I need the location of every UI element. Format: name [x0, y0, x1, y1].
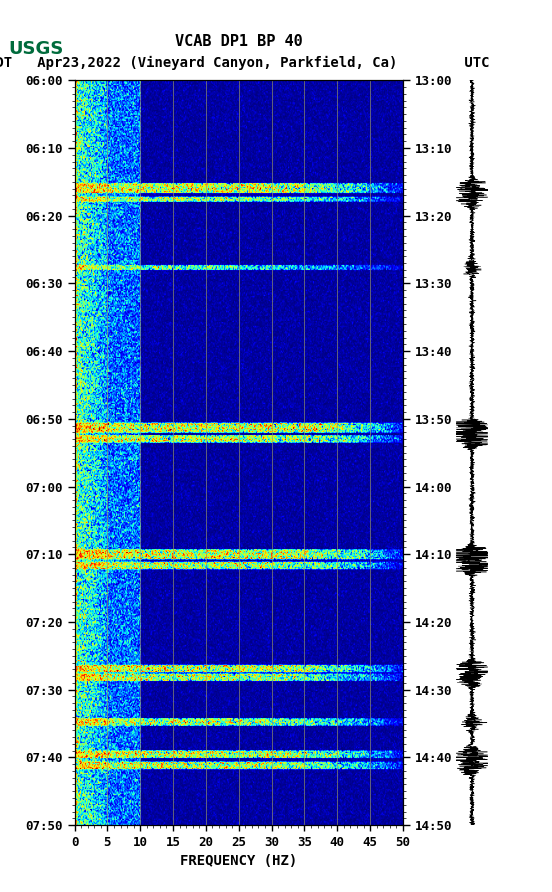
- Text: VCAB DP1 BP 40: VCAB DP1 BP 40: [175, 34, 302, 49]
- Text: USGS: USGS: [8, 40, 63, 58]
- X-axis label: FREQUENCY (HZ): FREQUENCY (HZ): [180, 854, 298, 868]
- Text: PDT   Apr23,2022 (Vineyard Canyon, Parkfield, Ca)        UTC: PDT Apr23,2022 (Vineyard Canyon, Parkfie…: [0, 55, 490, 70]
